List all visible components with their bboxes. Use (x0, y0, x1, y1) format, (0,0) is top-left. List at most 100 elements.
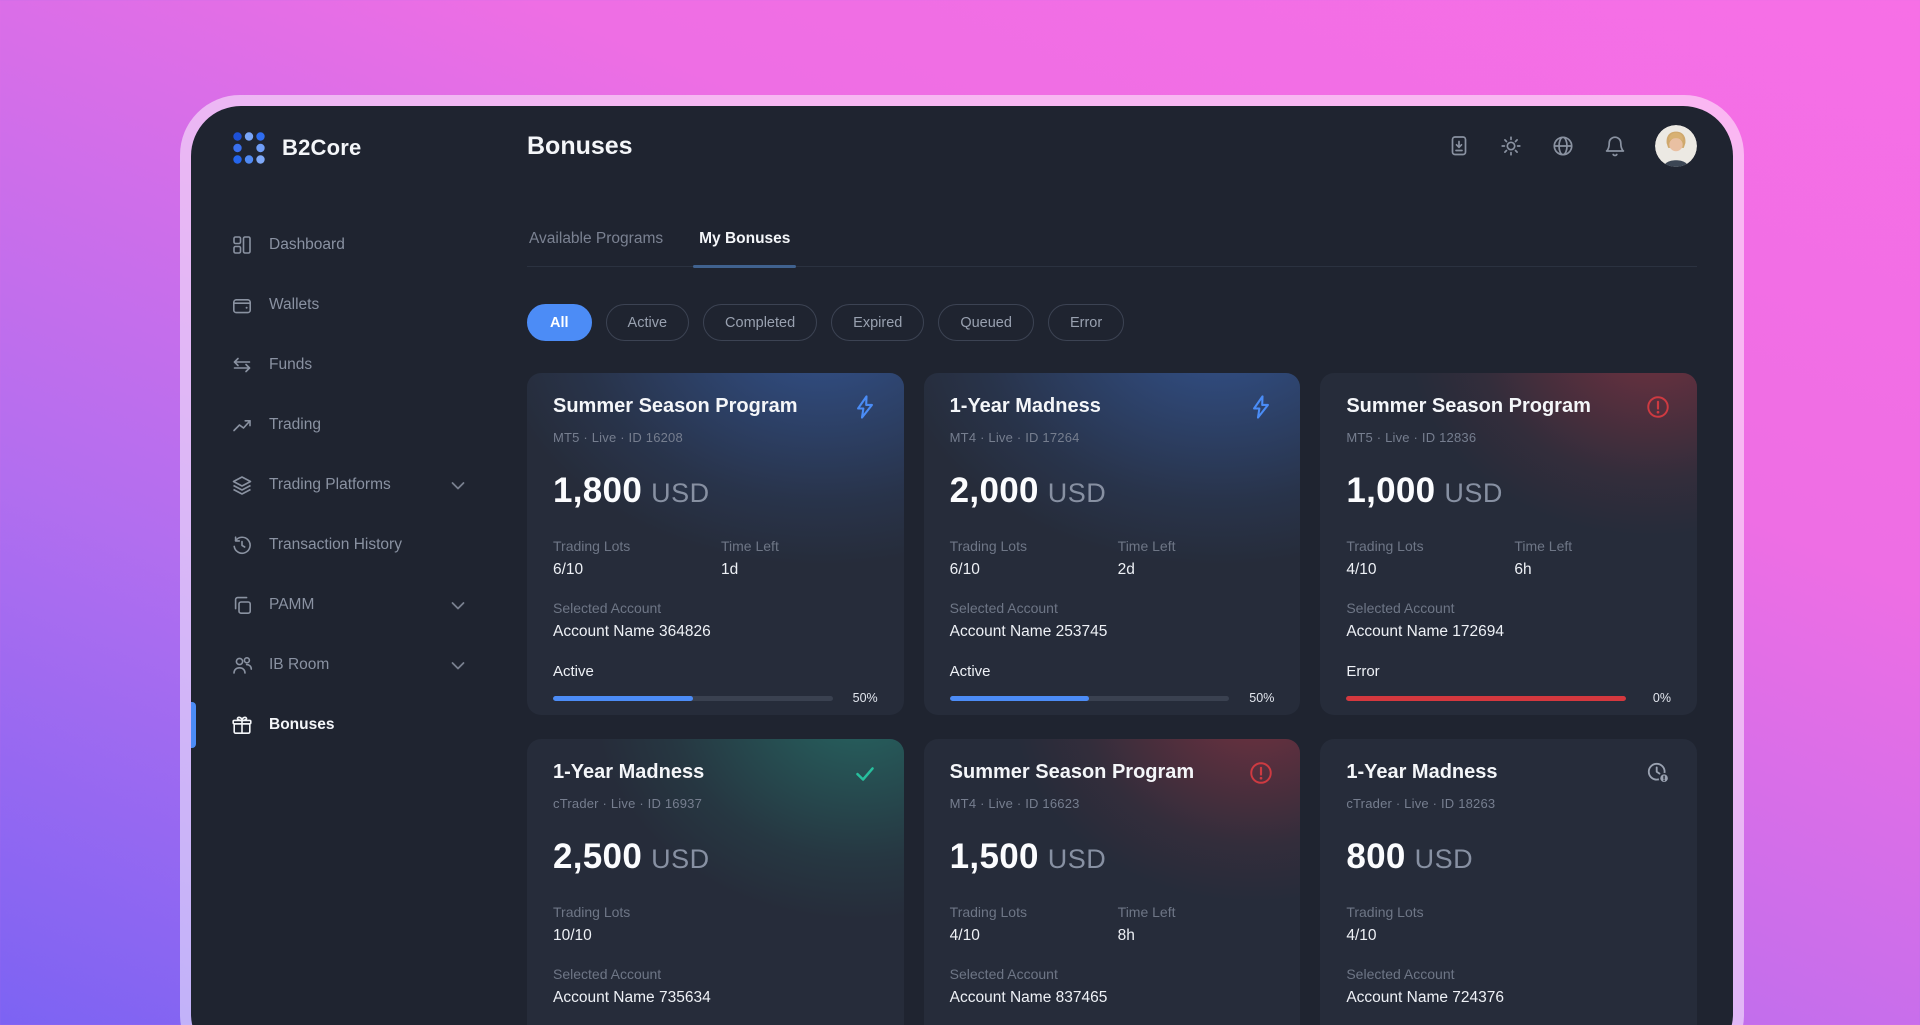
bonus-currency: USD (651, 478, 710, 508)
bonus-amount: 1,000 (1346, 471, 1436, 510)
sidebar-item-label: Trading (269, 416, 321, 433)
sidebar-item-label: Funds (269, 356, 313, 373)
sidebar-item-label: IB Room (269, 656, 330, 673)
gift-icon (231, 714, 253, 736)
bonus-amount-row: 2,000 USD (950, 471, 1275, 511)
copy-squares-icon (231, 594, 253, 616)
bonus-currency: USD (651, 844, 710, 874)
header-actions (1447, 125, 1697, 167)
stat-time-left: Time Left 2d (1117, 538, 1176, 578)
wallet-icon (231, 294, 253, 316)
bonus-currency: USD (1414, 844, 1474, 874)
stat-time-left: Time Left 6h (1514, 538, 1573, 578)
selected-account: Selected Account Account Name 735634 (553, 966, 711, 1006)
bonus-card[interactable]: 1-Year Madness cTrader · Live · ID 18263 (1320, 739, 1697, 1025)
app-window-frame: B2Core Bonuses (180, 95, 1744, 1025)
sidebar-item-label: PAMM (269, 596, 315, 613)
sidebar-item-label: Bonuses (269, 716, 335, 733)
sidebar-item-pamm[interactable]: PAMM (191, 575, 491, 635)
progress-bar (553, 695, 833, 701)
sidebar-item-label: Trading Platforms (269, 476, 391, 493)
bonus-state: Active 50% (949, 663, 1275, 705)
selected-account: Selected Account Account Name 253745 (949, 600, 1108, 640)
sidebar: Dashboard Wallets Funds (191, 215, 491, 755)
filter-chip-completed[interactable]: Completed (703, 304, 818, 341)
stat-trading-lots: Trading Lots 4/10 (949, 904, 1027, 944)
bonus-amount-row: 1,500 USD (950, 837, 1275, 877)
sidebar-item-trading[interactable]: Trading (191, 395, 491, 455)
chevron-down-icon (451, 660, 465, 671)
filter-chip-expired[interactable]: Expired (831, 304, 925, 341)
sidebar-item-ib-room[interactable]: IB Room (191, 635, 491, 695)
filter-chip-active[interactable]: Active (605, 304, 690, 341)
bonus-card[interactable]: 1-Year Madness cTrader · Live · ID 16937… (527, 739, 904, 1025)
brand-name: B2Core (282, 135, 362, 160)
bonus-meta: MT5 · Live · ID 16208 (553, 430, 683, 445)
page-title: Bonuses (527, 131, 633, 160)
tab-available-programs[interactable]: Available Programs (529, 230, 664, 247)
page-header: Bonuses (527, 106, 1697, 186)
filter-chip-queued[interactable]: Queued (938, 304, 1034, 341)
bonus-currency: USD (1047, 844, 1107, 874)
check-icon (852, 760, 878, 786)
bonus-meta: MT4 · Live · ID 16623 (949, 796, 1080, 811)
theme-sun-icon[interactable] (1499, 134, 1523, 158)
bonus-amount-row: 1,000 USD (1346, 471, 1671, 511)
language-globe-icon[interactable] (1551, 134, 1575, 158)
selected-account: Selected Account Account Name 724376 (1346, 966, 1505, 1006)
progress-bar (949, 695, 1230, 701)
sidebar-item-trading-platforms[interactable]: Trading Platforms (191, 455, 491, 515)
sidebar-item-transaction-history[interactable]: Transaction History (191, 515, 491, 575)
bonus-amount: 800 (1346, 837, 1406, 876)
bonus-amount: 1,500 (949, 837, 1039, 876)
avatar[interactable] (1655, 125, 1697, 167)
bonus-card[interactable]: 1-Year Madness MT4 · Live · ID 17264 2,0… (923, 373, 1301, 715)
bonus-meta: cTrader · Live · ID 16937 (553, 796, 703, 811)
tab-my-bonuses[interactable]: My Bonuses (693, 224, 797, 268)
stat-trading-lots: Trading Lots 4/10 (1346, 538, 1424, 578)
bonus-amount: 1,800 (553, 471, 643, 510)
sidebar-item-label: Dashboard (269, 236, 345, 253)
dashboard-icon (231, 234, 253, 256)
bonus-meta: MT5 · Live · ID 12836 (1346, 430, 1477, 445)
progress-percent: 50% (1249, 691, 1275, 705)
bonus-amount-row: 800 USD (1346, 837, 1671, 877)
stat-trading-lots: Trading Lots 6/10 (553, 538, 631, 578)
bonus-currency: USD (1047, 478, 1107, 508)
chevron-down-icon (451, 480, 465, 491)
bonus-card[interactable]: Summer Season Program MT5 · Live · ID 12… (1320, 373, 1697, 715)
bonus-card[interactable]: Summer Season Program MT4 · Live · ID 16… (923, 739, 1301, 1025)
bonus-title: 1-Year Madness (553, 761, 705, 783)
users-icon (231, 654, 253, 676)
state-label: Active (949, 663, 991, 680)
bonus-cards-grid: Summer Season Program MT5 · Live · ID 16… (527, 373, 1697, 1025)
history-clock-icon (231, 534, 253, 556)
bonus-meta: cTrader · Live · ID 18263 (1346, 796, 1496, 811)
bonus-state: Error 0% (1346, 663, 1671, 705)
filter-chips: All Active Completed Expired Queued Erro… (527, 304, 1125, 341)
bonus-card[interactable]: Summer Season Program MT5 · Live · ID 16… (527, 373, 904, 715)
bonus-currency: USD (1444, 478, 1503, 508)
alert-circle-icon (1248, 760, 1274, 786)
filter-chip-all[interactable]: All (527, 304, 592, 341)
sidebar-item-funds[interactable]: Funds (191, 335, 491, 395)
progress-percent: 0% (1652, 691, 1671, 705)
sidebar-item-wallets[interactable]: Wallets (191, 275, 491, 335)
filter-chip-error[interactable]: Error (1047, 304, 1125, 341)
stat-trading-lots: Trading Lots 10/10 (553, 904, 631, 944)
bonus-meta: MT4 · Live · ID 17264 (949, 430, 1080, 445)
bonus-title: Summer Season Program (1346, 395, 1591, 417)
stat-time-left: Time Left 8h (1117, 904, 1176, 944)
sidebar-item-bonuses[interactable]: Bonuses (191, 695, 491, 755)
notifications-bell-icon[interactable] (1603, 134, 1627, 158)
chevron-down-icon (451, 600, 465, 611)
progress-percent: 50% (852, 691, 878, 705)
tab-bar: Available Programs My Bonuses (527, 224, 1697, 268)
trending-up-icon (231, 414, 253, 436)
bolt-icon (1248, 394, 1274, 420)
state-label: Error (1346, 663, 1380, 680)
sidebar-item-dashboard[interactable]: Dashboard (191, 215, 491, 275)
alert-circle-icon (1645, 394, 1671, 420)
bonus-state: Active 50% (553, 663, 878, 705)
download-app-icon[interactable] (1447, 134, 1471, 158)
